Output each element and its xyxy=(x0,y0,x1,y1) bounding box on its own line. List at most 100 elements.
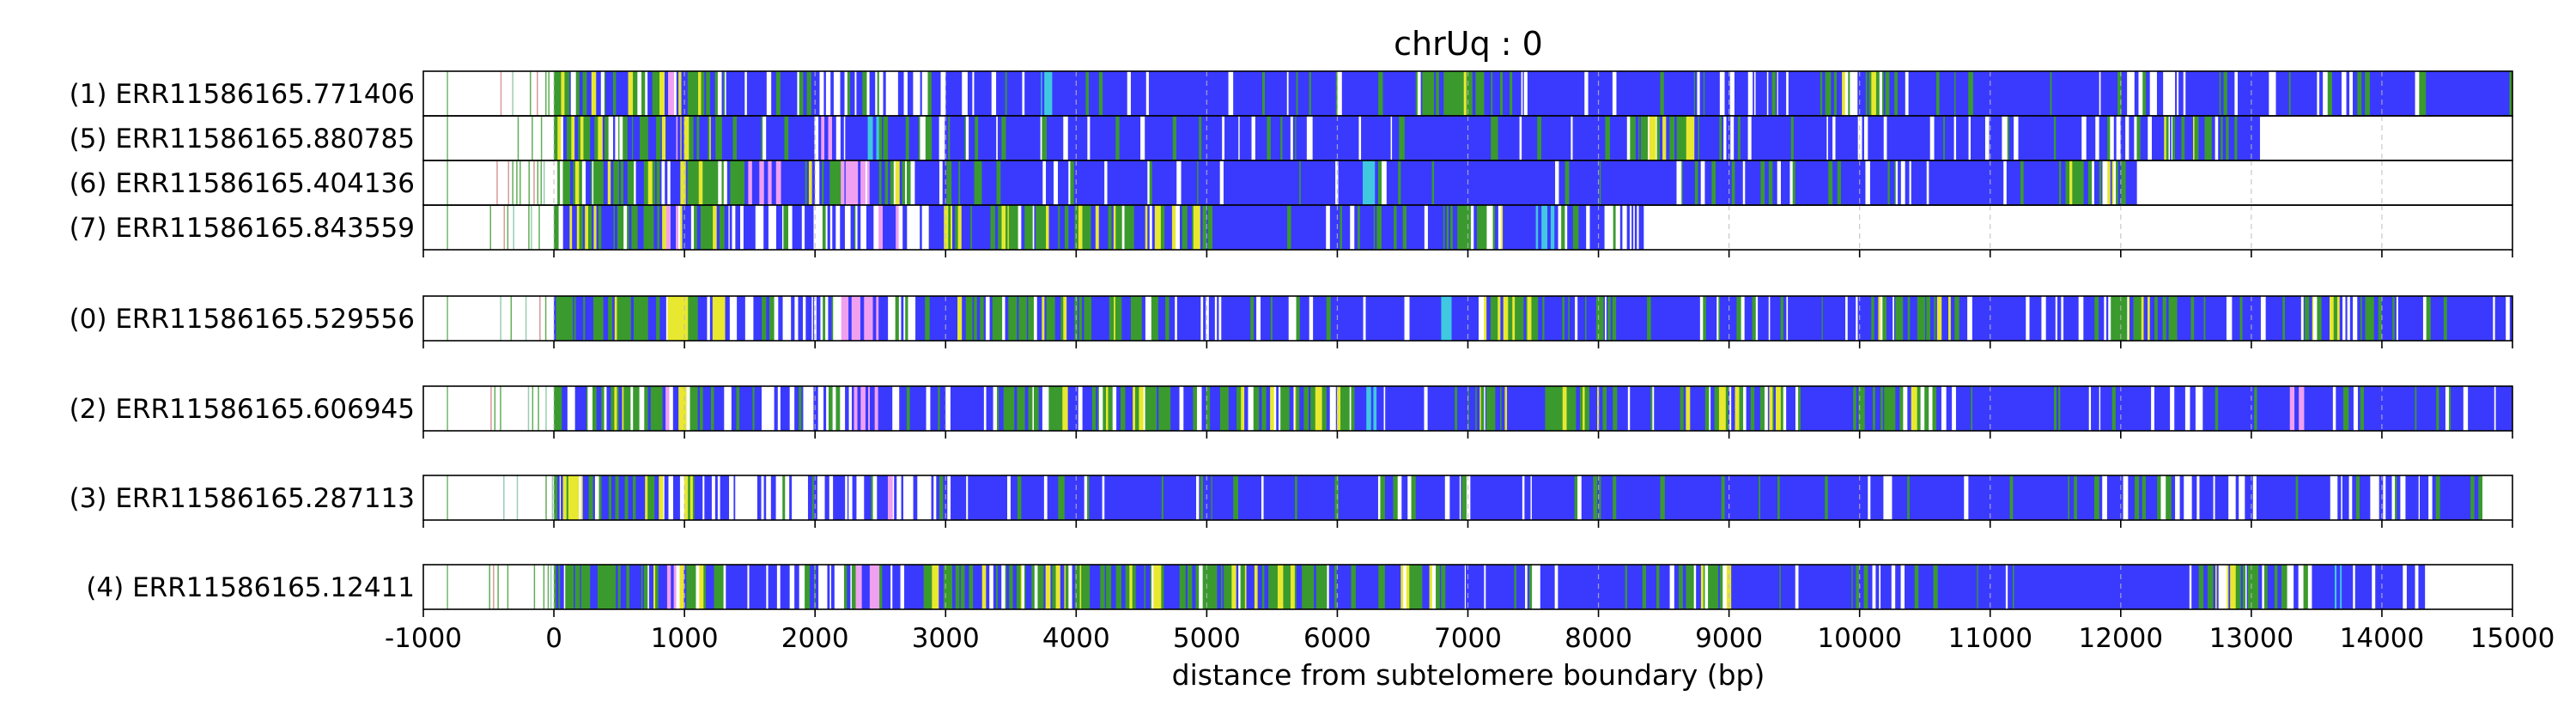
sequence-segment xyxy=(1643,386,1646,431)
sequence-segment xyxy=(1984,160,1990,205)
sequence-segment xyxy=(556,565,559,609)
sequence-segment xyxy=(1315,116,1321,160)
sequence-segment xyxy=(906,475,909,520)
sequence-segment xyxy=(2498,71,2504,116)
sequence-segment xyxy=(1913,475,1917,520)
sequence-segment xyxy=(562,116,568,160)
sequence-segment xyxy=(857,386,861,431)
sequence-segment xyxy=(679,475,683,520)
sequence-segment xyxy=(2135,475,2140,520)
sequence-segment xyxy=(2293,565,2300,609)
sequence-segment xyxy=(2199,475,2204,520)
sequence-segment xyxy=(1827,71,1832,116)
sequence-segment xyxy=(1495,205,1498,250)
sequence-segment xyxy=(2340,386,2344,431)
sequence-segment xyxy=(665,116,668,160)
sequence-segment xyxy=(989,475,993,520)
sequence-segment xyxy=(1795,475,1797,520)
sequence-segment xyxy=(898,205,903,250)
sequence-segment xyxy=(2050,386,2055,431)
sequence-segment xyxy=(2172,71,2176,116)
sequence-segment xyxy=(568,475,573,520)
sequence-segment xyxy=(1786,160,1790,205)
sequence-segment xyxy=(1006,386,1010,431)
sequence-segment xyxy=(856,116,860,160)
sequence-segment xyxy=(1619,116,1622,160)
sequence-segment xyxy=(714,565,720,609)
sequence-segment xyxy=(708,205,714,250)
sequence-segment xyxy=(1822,296,1828,341)
sequence-segment xyxy=(1162,160,1164,205)
sequence-segment xyxy=(1819,116,1821,160)
sequence-segment xyxy=(1046,296,1049,341)
sequence-segment xyxy=(850,71,855,116)
sequence-segment xyxy=(1947,71,1950,116)
read-track: (7) ERR11586165.843559 xyxy=(70,204,2513,251)
sequence-segment xyxy=(1722,160,1725,205)
sequence-segment xyxy=(1777,71,1782,116)
sequence-segment xyxy=(689,205,692,250)
sequence-segment xyxy=(2423,475,2429,520)
sequence-segment xyxy=(1459,160,1465,205)
sequence-segment xyxy=(2495,386,2499,431)
sequence-segment xyxy=(1050,565,1053,609)
sequence-segment xyxy=(674,296,678,341)
sequence-segment xyxy=(656,296,660,341)
sequence-segment xyxy=(2364,475,2367,520)
sequence-segment xyxy=(2384,386,2386,431)
sequence-segment xyxy=(2275,71,2276,116)
sequence-segment xyxy=(2040,475,2045,520)
sequence-segment xyxy=(1212,205,1215,250)
sequence-segment xyxy=(1048,160,1052,205)
sequence-segment xyxy=(2123,296,2126,341)
sequence-mark xyxy=(447,296,448,341)
sequence-segment xyxy=(1289,386,1294,431)
sequence-segment xyxy=(763,160,769,205)
sequence-segment xyxy=(1335,296,1338,341)
read-label: (4) ERR11586165.12411 xyxy=(86,572,415,603)
sequence-segment xyxy=(2164,116,2167,160)
sequence-segment xyxy=(643,160,649,205)
sequence-segment xyxy=(612,71,617,116)
sequence-segment xyxy=(1054,205,1059,250)
sequence-segment xyxy=(1385,386,1388,431)
sequence-segment xyxy=(654,386,660,431)
sequence-segment xyxy=(1570,116,1571,160)
sequence-segment xyxy=(2154,386,2160,431)
sequence-segment xyxy=(1815,71,1821,116)
sequence-segment xyxy=(2220,296,2223,341)
sequence-segment xyxy=(723,565,726,609)
sequence-segment xyxy=(1826,565,1829,609)
sequence-segment xyxy=(777,386,781,431)
sequence-segment xyxy=(2421,296,2424,341)
sequence-segment xyxy=(1054,475,1056,520)
sequence-segment xyxy=(854,71,857,116)
sequence-segment xyxy=(1431,475,1435,520)
sequence-segment xyxy=(2349,71,2354,116)
sequence-segment xyxy=(797,565,800,609)
sequence-segment xyxy=(1273,160,1275,205)
sequence-segment xyxy=(2221,116,2224,160)
sequence-segment xyxy=(1312,116,1316,160)
sequence-segment xyxy=(1511,116,1517,160)
sequence-segment xyxy=(1723,116,1727,160)
sequence-segment xyxy=(1092,296,1098,341)
sequence-segment xyxy=(1155,386,1157,431)
sequence-segment xyxy=(591,71,597,116)
sequence-segment xyxy=(1684,565,1686,609)
sequence-segment xyxy=(2420,386,2424,431)
sequence-segment xyxy=(1638,160,1642,205)
sequence-segment xyxy=(1740,71,1743,116)
sequence-segment xyxy=(2403,386,2407,431)
sequence-segment xyxy=(562,475,568,520)
sequence-segment xyxy=(969,160,975,205)
sequence-segment xyxy=(1699,296,1704,341)
sequence-segment xyxy=(1396,116,1400,160)
sequence-segment xyxy=(1416,205,1419,250)
sequence-segment xyxy=(1167,386,1171,431)
sequence-segment xyxy=(1205,565,1211,609)
sequence-segment xyxy=(2185,565,2190,609)
sequence-segment xyxy=(835,116,841,160)
sequence-segment xyxy=(901,296,904,341)
sequence-segment xyxy=(1920,565,1926,609)
